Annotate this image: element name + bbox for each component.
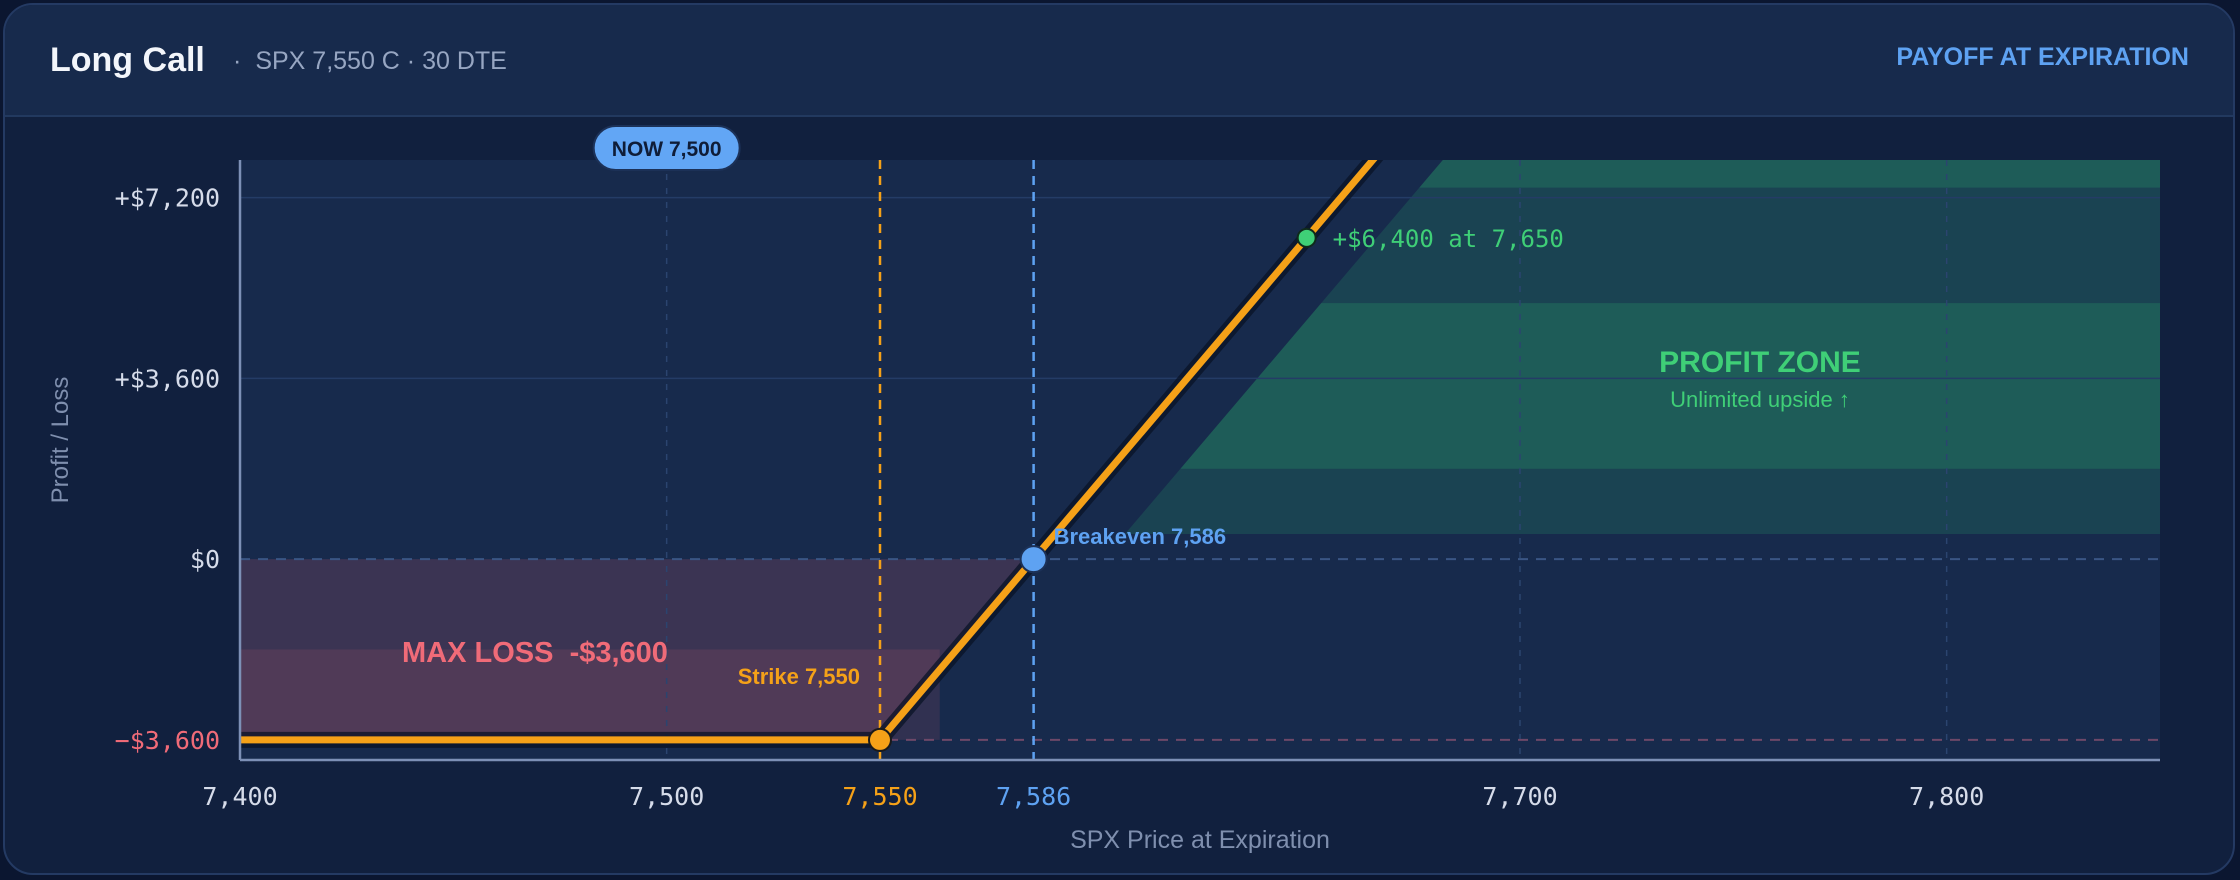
y-tick-label: +$7,200 — [115, 184, 220, 213]
profit-zone-sublabel: Unlimited upside ↑ — [1670, 387, 1850, 412]
grid-lines — [240, 160, 2160, 760]
plot-area — [240, 160, 2160, 760]
max-loss-label: MAX LOSS -$3,600 — [402, 637, 668, 669]
x-tick-label: 7,800 — [1909, 782, 1984, 811]
marked-point-label: +$6,400 at 7,650 — [1333, 225, 1564, 253]
profit-zone-label: PROFIT ZONE — [1659, 346, 1861, 379]
payoff-markers — [868, 227, 1317, 752]
breakeven-marker — [1019, 545, 1048, 574]
now-price-badge: NOW 7,500 — [592, 125, 741, 171]
x-axis-label: SPX Price at Expiration — [1070, 826, 1330, 854]
y-tick-label: +$3,600 — [115, 364, 220, 393]
contract-subtitle: · SPX 7,550 C · 30 DTE — [233, 47, 507, 76]
x-tick-label: 7,586 — [996, 782, 1071, 811]
strike-marker — [868, 727, 892, 752]
y-tick-label: $0 — [190, 545, 220, 574]
x-tick-labels: 7,400 7,500 7,550 7,586 7,700 7,800 — [202, 782, 1984, 811]
profit-zone-fill — [1124, 160, 2160, 535]
now-price-label: NOW 7,500 — [612, 138, 722, 161]
x-tick-label: 7,500 — [629, 782, 704, 811]
x-tick-label: 7,400 — [202, 782, 277, 811]
strike-label: Strike 7,550 — [738, 664, 860, 689]
marked-point-marker — [1296, 227, 1317, 248]
y-tick-label: −$3,600 — [115, 726, 220, 755]
loss-zone-fill — [240, 559, 1034, 740]
loss-zone-inner-fill — [240, 649, 940, 740]
strategy-title: Long Call — [50, 41, 205, 79]
payoff-mode-label: PAYOFF AT EXPIRATION — [1896, 43, 2189, 71]
breakeven-label: Breakeven 7,586 — [1054, 524, 1226, 549]
y-axis-label: Profit / Loss — [47, 377, 74, 504]
card-header: Long Call · SPX 7,550 C · 30 DTE PAYOFF A… — [5, 5, 2233, 117]
x-tick-label: 7,700 — [1482, 782, 1557, 811]
y-tick-labels: −$3,600 $0 +$3,600 +$7,200 — [115, 184, 220, 755]
contract-description: SPX 7,550 C · 30 DTE — [255, 47, 507, 75]
x-tick-label: 7,550 — [842, 782, 917, 811]
profit-zone-inner-fill — [1180, 303, 2160, 469]
subtitle-separator: · — [233, 47, 242, 75]
profit-zone-top-fill — [1419, 160, 2160, 188]
